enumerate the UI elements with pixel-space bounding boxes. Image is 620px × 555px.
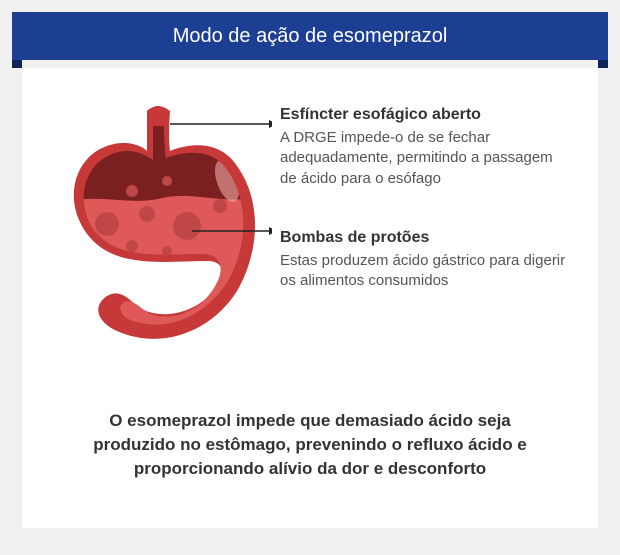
annotations-column: Esfíncter esofágico aberto A DRGE impede…: [280, 106, 568, 331]
arrow-to-sphincter: [170, 120, 272, 128]
acid-bubble: [162, 176, 172, 186]
header-title: Modo de ação de esomeprazol: [173, 25, 448, 48]
diagram-row: Esfíncter esofágico aberto A DRGE impede…: [52, 106, 568, 361]
acid-bubble: [126, 240, 138, 252]
acid-bubble: [213, 199, 227, 213]
header-ribbon-wrap: Modo de ação de esomeprazol: [12, 12, 608, 68]
acid-bubble: [173, 212, 201, 240]
annotation-title: Bombas de protões: [280, 229, 568, 247]
annotation-body: A DRGE impede-o de se fechar adequadamen…: [280, 128, 568, 189]
acid-bubble: [162, 246, 172, 256]
summary-text: O esomeprazol impede que demasiado ácido…: [52, 409, 568, 480]
content-panel: Esfíncter esofágico aberto A DRGE impede…: [22, 68, 598, 528]
stomach-illustration: [52, 106, 272, 361]
annotation-body: Estas produzem ácido gástrico para diger…: [280, 251, 568, 292]
stomach-svg: [52, 106, 272, 356]
annotation-title: Esfíncter esofágico aberto: [280, 106, 568, 124]
annotation-sphincter: Esfíncter esofágico aberto A DRGE impede…: [280, 106, 568, 189]
acid-bubble: [126, 185, 138, 197]
annotation-proton-pumps: Bombas de protões Estas produzem ácido g…: [280, 229, 568, 292]
acid-bubble: [95, 212, 119, 236]
infographic-card: Modo de ação de esomeprazol: [12, 12, 608, 528]
acid-bubble: [139, 206, 155, 222]
header-ribbon: Modo de ação de esomeprazol: [12, 12, 608, 60]
